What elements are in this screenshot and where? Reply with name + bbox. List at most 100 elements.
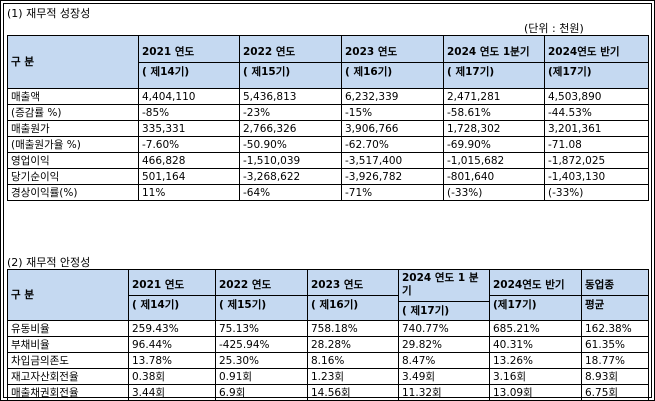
row-label: (증감률 %) [7, 104, 139, 121]
header-period: ( 제16기) [311, 298, 359, 311]
cell: -69.90% [443, 136, 545, 153]
cell: (-33%) [544, 184, 649, 201]
cell: -3,926,782 [341, 168, 444, 185]
cell: -7.60% [138, 136, 240, 153]
cell: 8.47% [398, 352, 490, 369]
cell: 2,471,281 [443, 88, 545, 105]
cell: 8.93회 [581, 368, 649, 385]
cell: 3,906,766 [341, 120, 444, 137]
cell: 8.16% [307, 352, 399, 369]
cell: 162.38% [581, 320, 649, 337]
header-period: (제17기) [493, 298, 537, 311]
row: 당기순이익 501,164 -3,268,622 -3,926,782 -801,640… [7, 168, 649, 185]
cell: 14.56회 [307, 384, 399, 400]
cell: -62.70% [341, 136, 444, 153]
cell: 3.16회 [489, 368, 582, 385]
header-year: 2022 연도 [240, 44, 341, 63]
cell: -1,403,130 [544, 168, 649, 185]
header-period: ( 제17기) [447, 65, 495, 78]
cell: -23% [239, 104, 342, 121]
row-label: 영업이익 [7, 152, 139, 169]
cell: 3.49회 [398, 368, 490, 385]
row-label: 매출액 [7, 88, 139, 105]
header-period: ( 제14기) [142, 65, 190, 78]
cell: 3.44회 [128, 384, 216, 400]
cell: -71.08 [544, 136, 649, 153]
table: 구 분 2021 연도 ( 제14기) 2022 연도 ( 제15기) 2023 연도 ( … [7, 269, 649, 400]
cell: 13.78% [128, 352, 216, 369]
row-label: 매출원가 [7, 120, 139, 137]
header-year: 2023 연도 [308, 277, 398, 296]
row-label: 재고자산회전율 [7, 368, 129, 385]
cell: 0.38회 [128, 368, 216, 385]
cell: 1,728,302 [443, 120, 545, 137]
cell: 6.9회 [215, 384, 308, 400]
table: 구 분 2021 연도 ( 제14기) 2022 연도 ( 제15기) 2023 연도 ( … [7, 35, 649, 201]
header-year: 2024연도 반기 [545, 44, 648, 63]
cell: 40.31% [489, 336, 582, 353]
header-period: ( 제17기) [402, 305, 450, 317]
unit-label: (단위 : 천원) [524, 22, 584, 35]
cell: -58.61% [443, 104, 545, 121]
row-label: 차입금의존도 [7, 352, 129, 369]
row-label: 매출채권회전율 [7, 384, 129, 400]
cell: -85% [138, 104, 240, 121]
header-period: ( 제16기) [345, 65, 393, 78]
cell: 6,232,339 [341, 88, 444, 105]
cell: -801,640 [443, 168, 545, 185]
row: 경상이익률(%) 11% -64% -71% (-33%) (-33%) [7, 184, 649, 201]
cell: 18.77% [581, 352, 649, 369]
cell: -3,517,400 [341, 152, 444, 169]
header-cell: 2021 연도 ( 제14기) [138, 35, 240, 89]
header-cell: 2023 연도 ( 제16기) [307, 269, 399, 321]
header-cell: 2022 연도 ( 제15기) [215, 269, 308, 321]
cell: 2,766,326 [239, 120, 342, 137]
header-cell: 2023 연도 ( 제16기) [341, 35, 444, 89]
header-period: ( 제15기) [219, 298, 267, 311]
row: 매출액 4,404,110 5,436,813 6,232,339 2,471,281 4… [7, 88, 649, 105]
cell: 29.82% [398, 336, 490, 353]
cell: 25.30% [215, 352, 308, 369]
cell: -15% [341, 104, 444, 121]
cell: 466,828 [138, 152, 240, 169]
cell: -50.90% [239, 136, 342, 153]
cell: (-33%) [443, 184, 545, 201]
row-label: (매출원가율 %) [7, 136, 139, 153]
header-cell: 2022 연도 ( 제15기) [239, 35, 342, 89]
row: 매출원가 335,331 2,766,326 3,906,766 1,728,302 3,… [7, 120, 649, 137]
header-period: ( 제14기) [132, 298, 180, 311]
row: 매출채권회전율 3.44회 6.9회 14.56회 11.32회 13.09회 6.75회 [7, 384, 649, 400]
header-period: ( 제15기) [243, 65, 291, 78]
header-year: 2024 연도 1 분기 [399, 271, 489, 302]
header-row: 구 분 2021 연도 ( 제14기) 2022 연도 ( 제15기) 2023 연도 ( … [7, 269, 649, 321]
cell: -1,872,025 [544, 152, 649, 169]
cell: -1,015,682 [443, 152, 545, 169]
cell: 6.75회 [581, 384, 649, 400]
header-cell: 2024연도 반기 (제17기) [544, 35, 649, 89]
cell: 4,503,890 [544, 88, 649, 105]
row: (증감률 %) -85% -23% -15% -58.61% -44.53% [7, 104, 649, 121]
header-period: (제17기) [548, 65, 592, 78]
cell: 28.28% [307, 336, 399, 353]
cell: 13.26% [489, 352, 582, 369]
cell: 96.44% [128, 336, 216, 353]
header-cell: 구 분 [7, 35, 139, 89]
cell: -3,268,622 [239, 168, 342, 185]
header-cell: 2021 연도 ( 제14기) [128, 269, 216, 321]
cell: 501,164 [138, 168, 240, 185]
cell: 4,404,110 [138, 88, 240, 105]
row-label: 당기순이익 [7, 168, 139, 185]
row-label: 경상이익률(%) [7, 184, 139, 201]
row-label: 부채비율 [7, 336, 129, 353]
cell: 758.18% [307, 320, 399, 337]
cell: 5,436,813 [239, 88, 342, 105]
header-period: 평균 [585, 298, 605, 311]
row: 영업이익 466,828 -1,510,039 -3,517,400 -1,015,68… [7, 152, 649, 169]
header-year: 2024연도 반기 [490, 277, 581, 296]
cell: 1.23회 [307, 368, 399, 385]
header-cell: 2024 연도 1분기 ( 제17기) [443, 35, 545, 89]
cell: 335,331 [138, 120, 240, 137]
header-year: 2021 연도 [129, 277, 215, 296]
header-cell: 동업종 평균 [581, 269, 649, 321]
header-year: 2022 연도 [216, 277, 307, 296]
